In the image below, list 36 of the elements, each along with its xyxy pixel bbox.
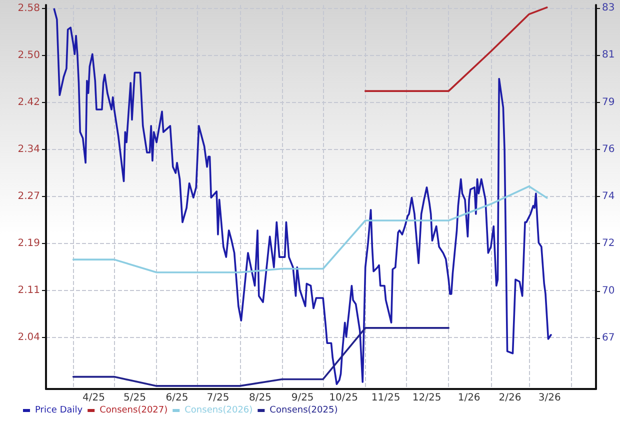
y-tick-label: 2.27 [18, 190, 40, 202]
legend-label: Price Daily [35, 406, 84, 416]
x-tick-label: 8/25 [249, 392, 272, 404]
x-tick-label: 5/25 [123, 392, 146, 404]
y-tick-label: 2.58 [18, 2, 40, 14]
y-tick-label: 2.04 [18, 332, 40, 343]
legend-label: Consens(2026) [184, 406, 253, 416]
x-tick-label: 11/25 [371, 392, 400, 404]
y2-tick-label: 70 [602, 285, 615, 296]
x-tick-label: 1/26 [458, 392, 480, 404]
x-tick-label: 3/26 [538, 392, 561, 404]
y2-tick-label: 79 [602, 96, 615, 108]
x-tick-label: 10/25 [329, 392, 358, 404]
x-tick-label: 12/25 [412, 392, 442, 404]
line-series [364, 6, 548, 92]
line-series [72, 327, 450, 387]
x-tick-label: 2/26 [498, 392, 522, 404]
line-series [72, 185, 548, 274]
x-tick-label: 6/25 [166, 392, 188, 404]
x-tick-label: 7/25 [206, 392, 230, 404]
line-series [53, 8, 552, 385]
y2-tick-label: 81 [602, 50, 615, 61]
y-tick-label: 2.19 [18, 238, 40, 249]
y2-tick-label: 67 [602, 332, 615, 344]
y-tick-label: 2.42 [18, 96, 40, 108]
legend-label: Consens(2027) [100, 406, 168, 416]
y2-tick-label: 72 [602, 238, 615, 250]
x-tick-label: 4/25 [82, 392, 105, 404]
legend-label: Consens(2025) [270, 406, 338, 416]
y2-tick-label: 76 [602, 144, 615, 155]
y2-tick-label: 74 [602, 191, 615, 202]
y-tick-label: 2.11 [18, 284, 40, 296]
y2-tick-label: 83 [602, 2, 615, 14]
y-tick-label: 2.34 [18, 144, 40, 155]
x-tick-label: 9/25 [291, 392, 314, 404]
y-tick-label: 2.50 [18, 50, 40, 61]
